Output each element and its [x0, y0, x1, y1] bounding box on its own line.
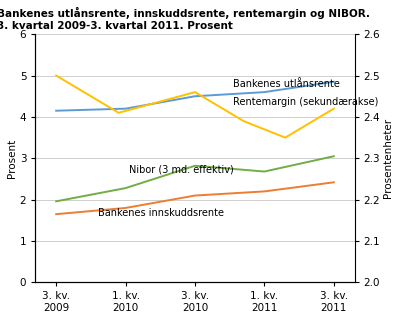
- Y-axis label: Prosent: Prosent: [7, 139, 17, 178]
- Y-axis label: Prosentenheter: Prosentenheter: [383, 118, 393, 198]
- Text: Bankenes utlånsrente: Bankenes utlånsrente: [233, 79, 340, 89]
- Text: Bankenes innskuddsrente: Bankenes innskuddsrente: [98, 208, 224, 218]
- Text: Rentemargin (sekundærakse): Rentemargin (sekundærakse): [233, 97, 378, 107]
- Text: Nibor (3 md. effektiv): Nibor (3 md. effektiv): [129, 164, 234, 174]
- Text: Bankenes utlånsrente, innskuddsrente, rentemargin og NIBOR.
3. kvartal 2009-3. k: Bankenes utlånsrente, innskuddsrente, re…: [0, 7, 370, 31]
